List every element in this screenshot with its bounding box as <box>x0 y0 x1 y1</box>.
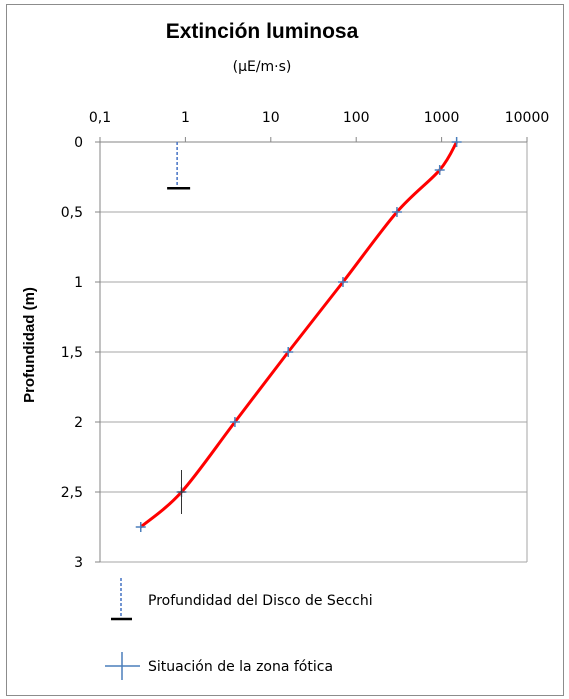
y-tick-label-2: 1 <box>74 275 83 291</box>
legend-label-0: Profundidad del Disco de Secchi <box>148 593 373 609</box>
series-layer <box>139 141 458 529</box>
x-tick-label-2: 10 <box>262 110 280 126</box>
x-tick-label-1: 1 <box>181 110 190 126</box>
y-tick-label-3: 1,5 <box>61 345 83 361</box>
data-point-5 <box>229 417 240 427</box>
x-tick-label-4: 1000 <box>424 110 460 126</box>
y-tick-label-4: 2 <box>74 415 83 431</box>
y-tick-label-1: 0,5 <box>61 205 83 221</box>
photic-zone-marker <box>177 470 186 514</box>
chart-frame <box>6 4 564 696</box>
chart-title: Extinción luminosa <box>166 20 359 43</box>
legend: Profundidad del Disco de Secchi Situación… <box>105 578 373 680</box>
data-point-2 <box>391 207 402 217</box>
markers-layer <box>135 137 462 532</box>
legend-item-0: Profundidad del Disco de Secchi <box>111 578 373 621</box>
y-tick-label-6: 3 <box>74 555 83 571</box>
data-point-7 <box>135 522 146 532</box>
gridlines <box>100 211 527 563</box>
data-point-4 <box>283 347 294 357</box>
data-point-3 <box>337 277 348 287</box>
x-tick-label-3: 100 <box>343 110 370 126</box>
y-tick-label-5: 2,5 <box>61 485 83 501</box>
data-point-1 <box>434 165 445 175</box>
legend-item-1: Situación de la zona fótica <box>105 652 333 680</box>
x-tick-label-5: 10000 <box>505 110 550 126</box>
series-line-0 <box>139 141 458 529</box>
y-axis-label: Profundidad (m) <box>21 287 38 403</box>
y-tick-label-0: 0 <box>74 135 83 151</box>
chart-subtitle: (µE/m·s) <box>233 59 292 75</box>
data-point-0 <box>451 137 462 147</box>
x-tick-label-0: 0,1 <box>89 110 111 126</box>
secchi-disk-marker <box>167 142 191 190</box>
axes: 0 0,5 1 1,5 2 2,5 3 0,1 1 10 100 1000 10000 <box>61 110 550 571</box>
legend-label-1: Situación de la zona fótica <box>148 659 333 675</box>
